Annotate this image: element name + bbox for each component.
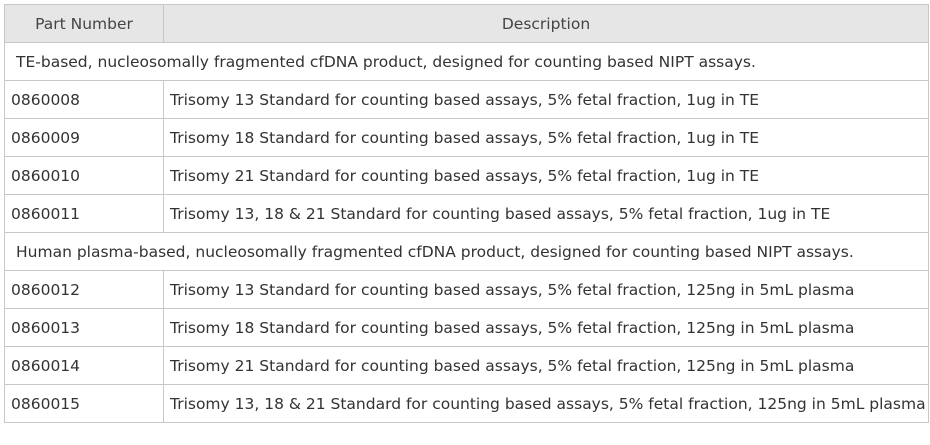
part-number-cell: 0860009 xyxy=(4,118,164,157)
description-cell: Trisomy 18 Standard for counting based a… xyxy=(163,308,929,347)
table-row: 0860011 Trisomy 13, 18 & 21 Standard for… xyxy=(4,194,929,233)
part-number-cell: 0860012 xyxy=(4,270,164,309)
part-number-cell: 0860011 xyxy=(4,194,164,233)
description-cell: Trisomy 13 Standard for counting based a… xyxy=(163,80,929,119)
description-cell: Trisomy 13 Standard for counting based a… xyxy=(163,270,929,309)
group-title: Human plasma-based, nucleosomally fragme… xyxy=(4,232,929,271)
description-cell: Trisomy 13, 18 & 21 Standard for countin… xyxy=(163,194,929,233)
group-header-row: Human plasma-based, nucleosomally fragme… xyxy=(4,232,929,271)
description-cell: Trisomy 13, 18 & 21 Standard for countin… xyxy=(163,384,929,423)
table-row: 0860010 Trisomy 21 Standard for counting… xyxy=(4,156,929,195)
table-row: 0860015 Trisomy 13, 18 & 21 Standard for… xyxy=(4,384,929,423)
product-table: Part Number Description TE-based, nucleo… xyxy=(4,4,929,423)
table-row: 0860009 Trisomy 18 Standard for counting… xyxy=(4,118,929,157)
group-title: TE-based, nucleosomally fragmented cfDNA… xyxy=(4,42,929,81)
part-number-cell: 0860014 xyxy=(4,346,164,385)
description-cell: Trisomy 21 Standard for counting based a… xyxy=(163,346,929,385)
part-number-cell: 0860010 xyxy=(4,156,164,195)
description-cell: Trisomy 21 Standard for counting based a… xyxy=(163,156,929,195)
group-header-row: TE-based, nucleosomally fragmented cfDNA… xyxy=(4,42,929,81)
column-header-part-number: Part Number xyxy=(4,4,164,43)
description-cell: Trisomy 18 Standard for counting based a… xyxy=(163,118,929,157)
column-header-description: Description xyxy=(163,4,929,43)
part-number-cell: 0860008 xyxy=(4,80,164,119)
table-row: 0860012 Trisomy 13 Standard for counting… xyxy=(4,270,929,309)
table-header-row: Part Number Description xyxy=(4,4,929,43)
table-row: 0860014 Trisomy 21 Standard for counting… xyxy=(4,346,929,385)
table-row: 0860013 Trisomy 18 Standard for counting… xyxy=(4,308,929,347)
part-number-cell: 0860013 xyxy=(4,308,164,347)
part-number-cell: 0860015 xyxy=(4,384,164,423)
table-row: 0860008 Trisomy 13 Standard for counting… xyxy=(4,80,929,119)
